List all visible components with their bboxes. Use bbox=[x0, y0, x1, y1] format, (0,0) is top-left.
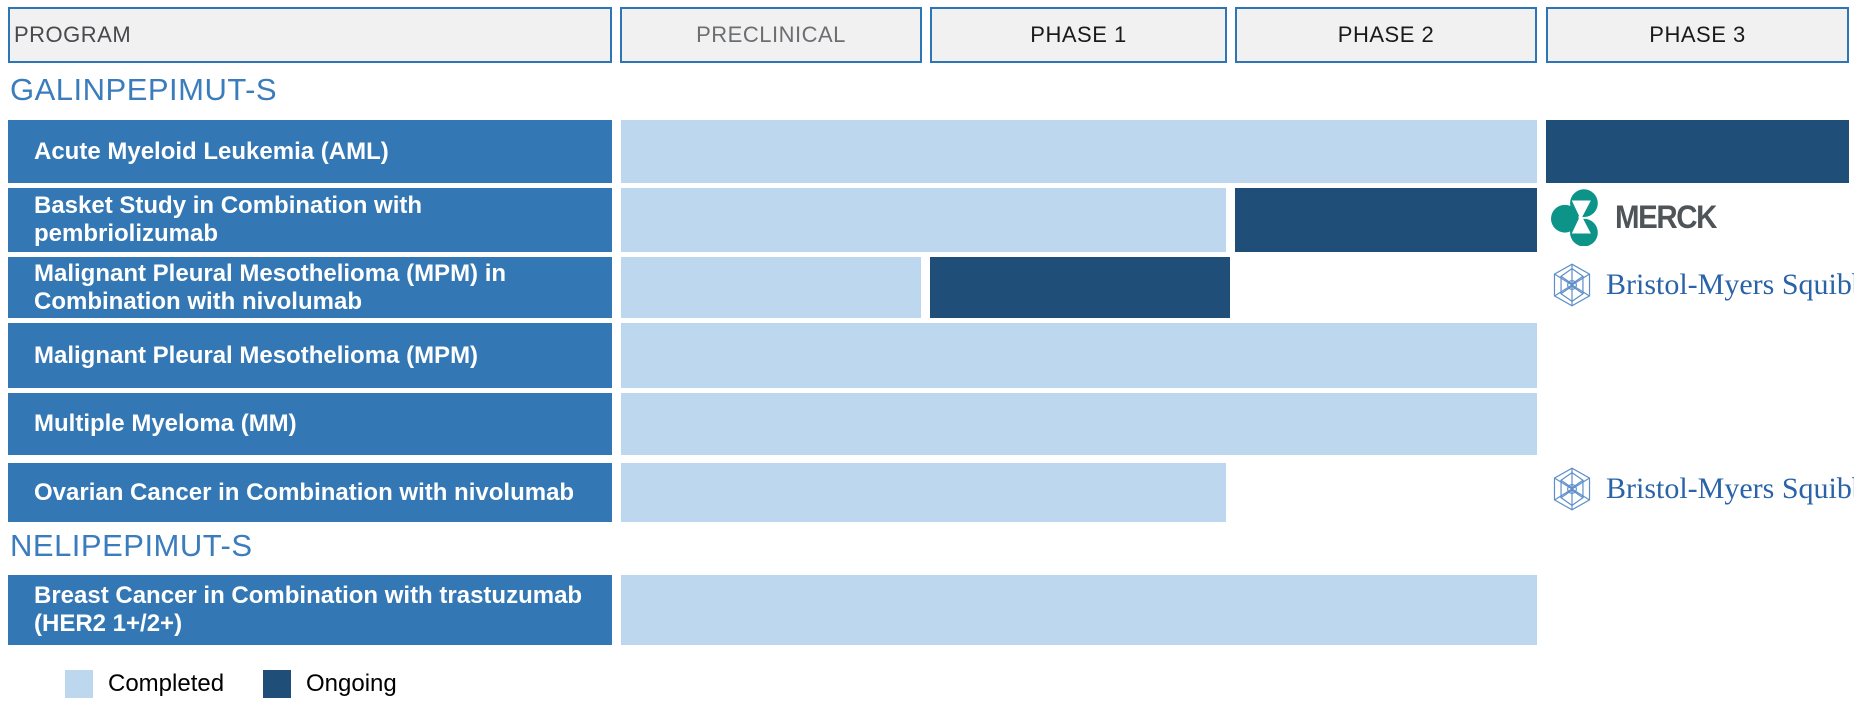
column-header-phase-1: PHASE 1 bbox=[930, 7, 1227, 63]
legend-item-completed: Completed bbox=[65, 670, 224, 698]
bar-ongoing-segment bbox=[930, 257, 1230, 318]
bar-completed-segment bbox=[621, 257, 921, 318]
merck-wordmark: MERCK bbox=[1615, 198, 1717, 235]
program-row-label-text: Malignant Pleural Mesothelioma (MPM) in bbox=[34, 259, 507, 287]
program-row-label-mpm-nivolumab: Malignant Pleural Mesothelioma (MPM) in … bbox=[8, 257, 612, 318]
merck-logo: MERCK bbox=[1551, 188, 1725, 246]
program-row-label-text: Multiple Myeloma (MM) bbox=[34, 410, 297, 437]
program-row-label-aml: Acute Myeloid Leukemia (AML) bbox=[8, 120, 612, 183]
program-row-label-mm: Multiple Myeloma (MM) bbox=[8, 393, 612, 455]
legend-item-ongoing: Ongoing bbox=[263, 670, 397, 698]
bar-completed-segment bbox=[621, 575, 1537, 645]
program-row-label-ovarian: Ovarian Cancer in Combination with nivol… bbox=[8, 463, 612, 522]
bristol-myers-squibb-logo: Bristol-Myers Squibb bbox=[1550, 262, 1854, 308]
legend-swatch-ongoing bbox=[263, 670, 291, 698]
bms-wordmark: Bristol-Myers Squibb bbox=[1606, 472, 1854, 505]
bms-snowflake-icon bbox=[1553, 263, 1591, 307]
bar-completed-segment bbox=[621, 463, 1226, 522]
column-header-program: PROGRAM bbox=[8, 7, 612, 63]
bar-completed-segment bbox=[621, 188, 1226, 252]
bar-completed-segment bbox=[621, 120, 1537, 183]
legend-label-ongoing: Ongoing bbox=[306, 670, 397, 697]
program-row-label-text: Acute Myeloid Leukemia (AML) bbox=[34, 137, 389, 165]
column-header-preclinical: PRECLINICAL bbox=[620, 7, 922, 63]
program-row-label-text: (HER2 1+/2+) bbox=[34, 610, 183, 637]
legend-label-completed: Completed bbox=[108, 670, 225, 697]
program-row-label-text: Malignant Pleural Mesothelioma (MPM) bbox=[34, 341, 479, 369]
bar-completed-segment bbox=[621, 393, 1537, 455]
program-row-label-basket-study: Basket Study in Combination with pembrio… bbox=[8, 188, 612, 252]
section-title-galinpepimut-s: GALINPEPIMUT-S bbox=[10, 72, 278, 107]
program-row-label-mpm: Malignant Pleural Mesothelioma (MPM) bbox=[8, 323, 612, 388]
merck-icon bbox=[1551, 189, 1598, 246]
legend-swatch-completed bbox=[65, 670, 93, 698]
column-header-phase-2: PHASE 2 bbox=[1235, 7, 1537, 63]
program-row-label-breast-cancer: Breast Cancer in Combination with trastu… bbox=[8, 575, 612, 645]
program-row-label-text: Ovarian Cancer in Combination with nivol… bbox=[34, 478, 575, 506]
bar-ongoing-segment bbox=[1235, 188, 1537, 252]
bms-snowflake-icon bbox=[1553, 467, 1591, 511]
program-row-label-text: Basket Study in Combination with bbox=[34, 192, 423, 219]
section-title-nelipepimut-s: NELIPEPIMUT-S bbox=[10, 528, 253, 563]
bar-completed-segment bbox=[621, 323, 1537, 388]
bms-wordmark: Bristol-Myers Squibb bbox=[1606, 268, 1854, 301]
program-row-label-text: Breast Cancer in Combination with trastu… bbox=[34, 582, 583, 609]
program-row-label-text: Combination with nivolumab bbox=[34, 287, 362, 315]
column-header-phase-3: PHASE 3 bbox=[1546, 7, 1849, 63]
program-row-label-text: pembriolizumab bbox=[34, 220, 219, 247]
bar-ongoing-segment bbox=[1546, 120, 1849, 183]
bristol-myers-squibb-logo: Bristol-Myers Squibb bbox=[1550, 466, 1854, 512]
